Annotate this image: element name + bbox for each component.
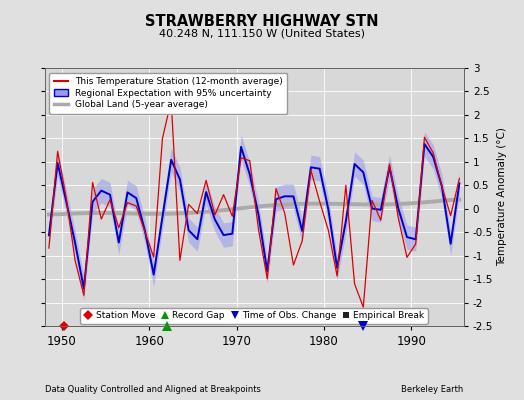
Text: STRAWBERRY HIGHWAY STN: STRAWBERRY HIGHWAY STN: [145, 14, 379, 29]
Y-axis label: Temperature Anomaly (°C): Temperature Anomaly (°C): [497, 128, 507, 266]
Text: Data Quality Controlled and Aligned at Breakpoints: Data Quality Controlled and Aligned at B…: [45, 385, 260, 394]
Text: Berkeley Earth: Berkeley Earth: [401, 385, 464, 394]
Legend: Station Move, Record Gap, Time of Obs. Change, Empirical Break: Station Move, Record Gap, Time of Obs. C…: [80, 308, 428, 324]
Text: 40.248 N, 111.150 W (United States): 40.248 N, 111.150 W (United States): [159, 28, 365, 38]
